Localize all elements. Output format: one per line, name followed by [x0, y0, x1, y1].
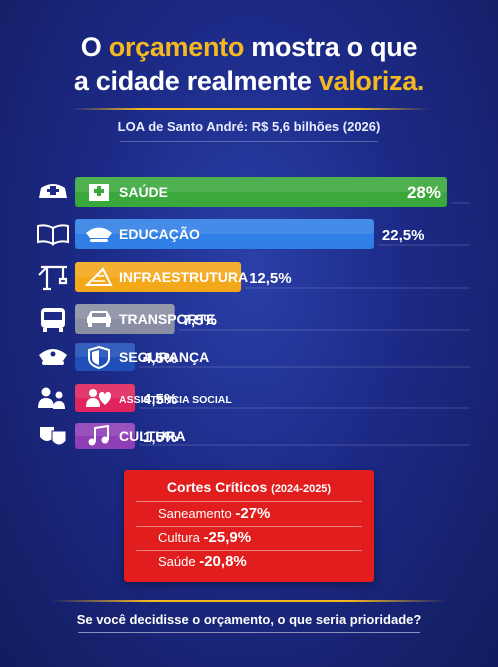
cut-row-cultura: Cultura -25,9%: [158, 529, 252, 546]
music-note-icon: [88, 424, 109, 446]
cut-row-saneamento: Saneamento -27%: [158, 505, 271, 522]
cuts-period: (2024-2025): [271, 483, 332, 495]
title-line-2: a cidade realmente valoriza.: [73, 66, 425, 96]
theater-masks-icon: [40, 427, 67, 446]
bar-value-label: 28%: [407, 183, 441, 202]
bar-value-label: 1,5%: [143, 429, 177, 446]
heart-hands-icon: [86, 389, 111, 407]
construction-crane-icon: [38, 265, 68, 291]
subtitle: LOA de Santo André: R$ 5,6 bilhões (2026…: [117, 119, 381, 134]
budget-bar-chart: SAÚDE 28% EDUCAÇÃO 22,5% INFRAESTRUTURA 12,5%…: [37, 177, 470, 449]
bar-value-label: 4,5%: [143, 391, 177, 408]
family-icon: [38, 387, 65, 409]
cut-value: -20,8%: [199, 553, 247, 570]
cuts-title: Cortes Críticos (2024-2025): [166, 479, 332, 495]
bar-infraestrutura: [75, 262, 242, 292]
bar-category-label: ASSISTÊNCIA SOCIAL: [119, 393, 232, 406]
bar-value-label: 22,5%: [382, 227, 425, 244]
title-highlight-orcamento: orçamento: [108, 32, 245, 62]
bar-sheen: [75, 177, 447, 192]
subtitle-divider: [120, 141, 378, 142]
cut-value: -27%: [235, 505, 271, 522]
footer-question: Se você decidisse o orçamento, o que ser…: [76, 612, 422, 627]
graduation-cap-icon: [86, 227, 112, 242]
critical-cuts-box: Cortes Críticos (2024-2025) Saneamento -…: [124, 470, 374, 582]
shield-icon: [88, 345, 110, 370]
bar-category-label: CULTURA: [119, 428, 186, 444]
cut-value: -25,9%: [203, 529, 252, 546]
bar-sa-de: [75, 177, 447, 207]
bar-category-label: EDUCAÇÃO: [119, 225, 200, 242]
bar-value-label: 7,5%: [183, 312, 217, 329]
footer-divider: [50, 600, 448, 602]
bar-value-label: 4,5%: [143, 350, 177, 367]
bar-category-label: SEGURANÇA: [119, 349, 209, 365]
bar-category-label: TRANSPORTE: [119, 311, 215, 327]
title-line-1: O orçamento mostra o que: [80, 32, 418, 62]
page-title: O orçamento mostra o que a cidade realme…: [0, 30, 498, 98]
bar-sheen: [75, 423, 135, 436]
nurse-cap-cross-icon: [39, 184, 67, 198]
bar-sheen: [75, 219, 374, 234]
title-underline: [70, 108, 430, 110]
title-highlight-valoriza: valoriza.: [318, 66, 425, 96]
cuts-divider: [136, 501, 362, 502]
bar-educa-o: [75, 219, 374, 249]
open-book-icon: [37, 224, 69, 246]
cut-row-saude: Saúde -20,8%: [158, 553, 247, 570]
cuts-divider: [136, 550, 362, 551]
bar-category-label: SAÚDE: [119, 183, 168, 200]
footer-underline: [78, 632, 420, 633]
bar-category-label: INFRAESTRUTURA: [119, 269, 248, 285]
bar-value-label: 12,5%: [249, 270, 292, 287]
ruler-blueprint-icon: [84, 267, 113, 286]
car-icon: [87, 311, 111, 327]
bus-icon: [41, 308, 65, 332]
bar-sheen: [75, 262, 242, 277]
hospital-icon: [89, 184, 109, 201]
police-cap-icon: [39, 349, 67, 365]
cuts-divider: [136, 526, 362, 527]
